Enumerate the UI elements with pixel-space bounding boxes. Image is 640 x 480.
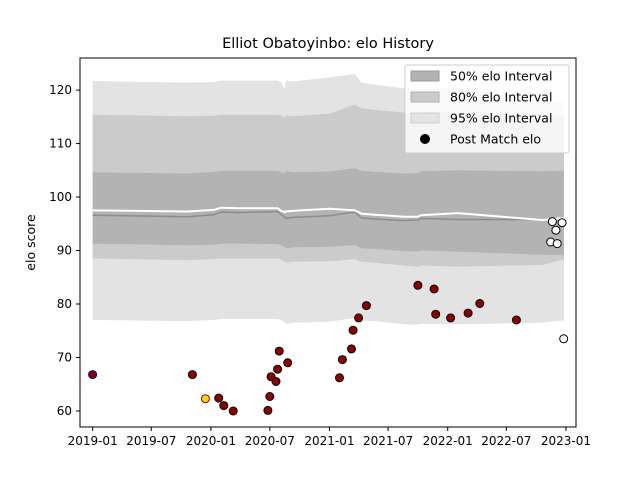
y-tick-label: 80 [57,297,72,311]
x-tick-label: 2022-01 [423,434,473,448]
data-point [337,355,347,365]
data-point [463,308,473,318]
data-point [475,299,485,308]
data-point [283,358,293,368]
data-point [354,313,364,323]
legend-label-50: 50% elo Interval [450,69,552,84]
x-tick-label: 2021-01 [304,434,354,448]
y-tick-label: 70 [57,350,72,364]
data-point [263,405,273,415]
x-tick-label: 2023-01 [541,434,591,448]
data-point [274,346,284,356]
data-point [273,364,283,374]
data-point [348,325,358,335]
data-point [219,401,229,411]
data-point [271,377,281,386]
data-point [214,393,224,403]
x-tick-label: 2020-07 [245,434,295,448]
y-axis-ticks: 60 70 80 90 100 110 120 [49,83,80,418]
data-point [446,313,456,323]
y-tick-label: 110 [49,137,72,151]
data-point [547,217,557,227]
legend-marker-post-match [420,134,430,144]
y-tick-label: 90 [57,244,72,258]
legend-label-95: 95% elo Interval [450,111,552,126]
data-point [187,370,197,380]
legend-swatch-80 [410,91,440,103]
data-point [551,225,561,235]
legend: 50% elo Interval 80% elo Interval 95% el… [404,64,570,154]
elo-lines [92,206,564,222]
plot-frame [79,57,577,428]
x-axis-ticks: 2019-01 2019-07 2020-01 2020-07 2021-01 2021-… [68,427,591,448]
data-point [413,280,423,290]
x-tick-label: 2019-07 [126,434,176,448]
data-point [552,239,562,249]
median-line [92,206,564,222]
data-point [511,315,521,325]
data-point [361,301,371,311]
data-point [200,394,210,404]
legend-label-80: 80% elo Interval [450,90,552,105]
y-tick-label: 120 [49,83,72,97]
mean-line [92,210,564,222]
post-match-points [88,217,569,416]
y-axis-label: elo score [23,214,38,271]
data-point [265,392,275,401]
x-tick-label: 2019-01 [68,434,118,448]
x-tick-label: 2022-07 [481,434,531,448]
data-point [431,309,441,319]
band-50 [92,168,564,255]
legend-swatch-50 [410,70,440,82]
legend-swatch-95 [410,112,440,124]
y-tick-label: 60 [57,404,72,418]
data-point [335,373,344,383]
data-point [228,406,238,416]
data-point [429,284,439,294]
data-point [88,370,98,380]
data-point [347,344,356,354]
y-tick-label: 100 [49,190,72,204]
data-point [559,334,569,344]
x-tick-label: 2020-01 [186,434,236,448]
data-point [557,218,567,228]
x-tick-label: 2021-07 [363,434,413,448]
legend-box [404,64,570,154]
chart-title: Elliot Obatoyinbo: elo History [222,36,434,52]
legend-label-post-match: Post Match elo [450,132,541,147]
